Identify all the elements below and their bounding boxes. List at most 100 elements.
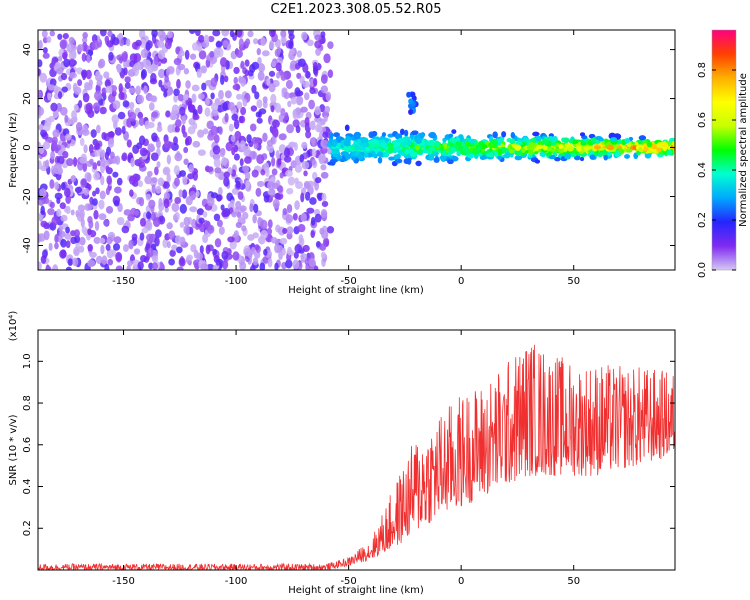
spectrogram-noise-cell (210, 92, 215, 100)
spectrogram-noise-cell (105, 205, 114, 214)
spectrogram-noise-cell (206, 196, 215, 207)
spectrogram-noise-cell (213, 213, 221, 222)
spectrogram-signal-cell (606, 144, 615, 151)
spectrogram-noise-cell (58, 55, 63, 62)
x-tick-label: -150 (112, 576, 135, 587)
spectrogram-signal-cell (381, 132, 387, 137)
spectrogram-signal-cell (433, 157, 440, 163)
spectrogram-noise-cell (308, 99, 316, 110)
spectrogram-noise-cell (129, 53, 138, 63)
spectrogram-noise-cell (280, 108, 286, 116)
spectrogram-noise-cell (260, 219, 268, 230)
spectrogram-noise-cell (235, 49, 243, 59)
spectrogram-noise-cell (221, 30, 230, 37)
spectrogram-noise-cell (327, 41, 334, 49)
spectrogram-noise-cell (293, 251, 299, 259)
spectrogram-noise-cell (265, 167, 270, 178)
spectrogram-noise-cell (292, 109, 297, 120)
spectrogram-noise-cell (164, 39, 172, 50)
spectrogram-noise-cell (38, 261, 42, 270)
spectrogram-noise-cell (38, 89, 42, 99)
spectrogram-noise-cell (167, 141, 174, 149)
spectrogram-signal-cell (386, 142, 394, 148)
spectrogram-noise-cell (170, 110, 176, 117)
spectrogram-noise-cell (314, 34, 322, 41)
spectrogram-noise-cell (139, 254, 147, 263)
spectrogram-noise-cell (121, 152, 128, 162)
spectrogram-noise-cell (106, 175, 112, 185)
spectrogram-signal-cell (579, 156, 585, 162)
spectrogram-noise-cell (40, 205, 45, 216)
y-tick-label: 1.0 (22, 353, 33, 369)
spectrogram-noise-cell (135, 85, 141, 96)
spectrogram-noise-cell (253, 203, 259, 214)
spectrogram-noise-cell (38, 233, 42, 243)
spectrogram-noise-cell (173, 165, 180, 176)
spectrogram-noise-cell (202, 128, 209, 135)
spectrogram-noise-cell (327, 69, 334, 78)
spectrogram-noise-cell (43, 141, 51, 150)
spectrogram-noise-cell (78, 245, 85, 253)
spectrogram-noise-cell (269, 30, 276, 38)
spectrogram-signal-cell (330, 158, 338, 163)
y-tick-label: 40 (22, 43, 33, 56)
spectrogram-noise-cell (320, 209, 328, 219)
spectrogram-noise-cell (256, 154, 265, 165)
y-tick-label: -20 (22, 188, 33, 204)
spectrogram-noise-cell (73, 103, 79, 112)
spectrogram-noise-cell (224, 90, 232, 99)
spectrogram-noise-cell (311, 136, 316, 147)
spectrogram-noise-cell (82, 162, 88, 173)
spectrogram-noise-cell (166, 173, 171, 184)
spectrogram-noise-cell (244, 59, 250, 67)
spectrogram-noise-cell (113, 236, 122, 244)
spectrogram-noise-cell (39, 188, 47, 198)
spectrogram-noise-cell (178, 257, 186, 267)
spectrogram-signal-cell (391, 141, 399, 148)
spectrogram-noise-cell (284, 111, 289, 121)
spectrogram-noise-cell (111, 90, 117, 97)
spectrogram-noise-cell (171, 202, 180, 213)
spectrogram-noise-cell (88, 144, 94, 154)
spectrogram-noise-cell (151, 111, 159, 118)
spectrogram-noise-cell (322, 131, 329, 139)
spectrogram-noise-cell (116, 177, 123, 186)
spectrogram-noise-cell (232, 251, 240, 261)
snr-y-multiplier: (x10⁴) (8, 311, 19, 342)
spectrogram-noise-cell (222, 101, 228, 112)
spectrogram-noise-cell (167, 124, 175, 134)
spectrogram-noise-cell (229, 30, 235, 38)
spectrogram-noise-cell (271, 119, 280, 128)
spectrogram-feature-cell (408, 98, 414, 105)
spectrogram-noise-cell (256, 180, 265, 187)
spectrogram-noise-cell (97, 60, 104, 69)
spectrogram-noise-cell (315, 47, 321, 56)
spectrogram-noise-cell (279, 172, 284, 179)
spectrogram-noise-cell (96, 79, 103, 87)
spectrogram-noise-cell (64, 187, 71, 198)
spectrogram-noise-cell (40, 220, 48, 228)
spectrogram-noise-cell (300, 253, 308, 260)
spectrogram-noise-cell (192, 171, 198, 181)
spectrogram-noise-cell (187, 126, 196, 135)
spectrogram-noise-cell (319, 243, 327, 251)
x-tick-label: -100 (225, 276, 248, 287)
spectrogram-noise-cell (295, 90, 304, 97)
spectrogram-noise-cell (310, 230, 316, 239)
spectrogram-noise-cell (203, 34, 210, 44)
spectrogram-noise-cell (79, 157, 87, 164)
spectrogram-signal-cell (448, 142, 454, 148)
spectrogram-noise-cell (218, 126, 223, 135)
spectrogram-noise-cell (135, 39, 142, 47)
spectrogram-signal-cell (344, 124, 350, 132)
spectrogram-noise-cell (87, 203, 93, 211)
spectrogram-noise-cell (235, 200, 242, 210)
spectrogram-noise-cell (300, 106, 308, 113)
spectrogram-signal-cell (384, 137, 389, 143)
spectrogram-noise-cell (138, 161, 146, 168)
spectrogram-signal-cell (515, 141, 523, 146)
spectrogram-noise-cell (294, 200, 300, 211)
spectrogram-signal-cell (535, 135, 542, 142)
spectrogram-noise-cell (140, 48, 148, 59)
spectrogram-noise-cell (295, 181, 303, 189)
